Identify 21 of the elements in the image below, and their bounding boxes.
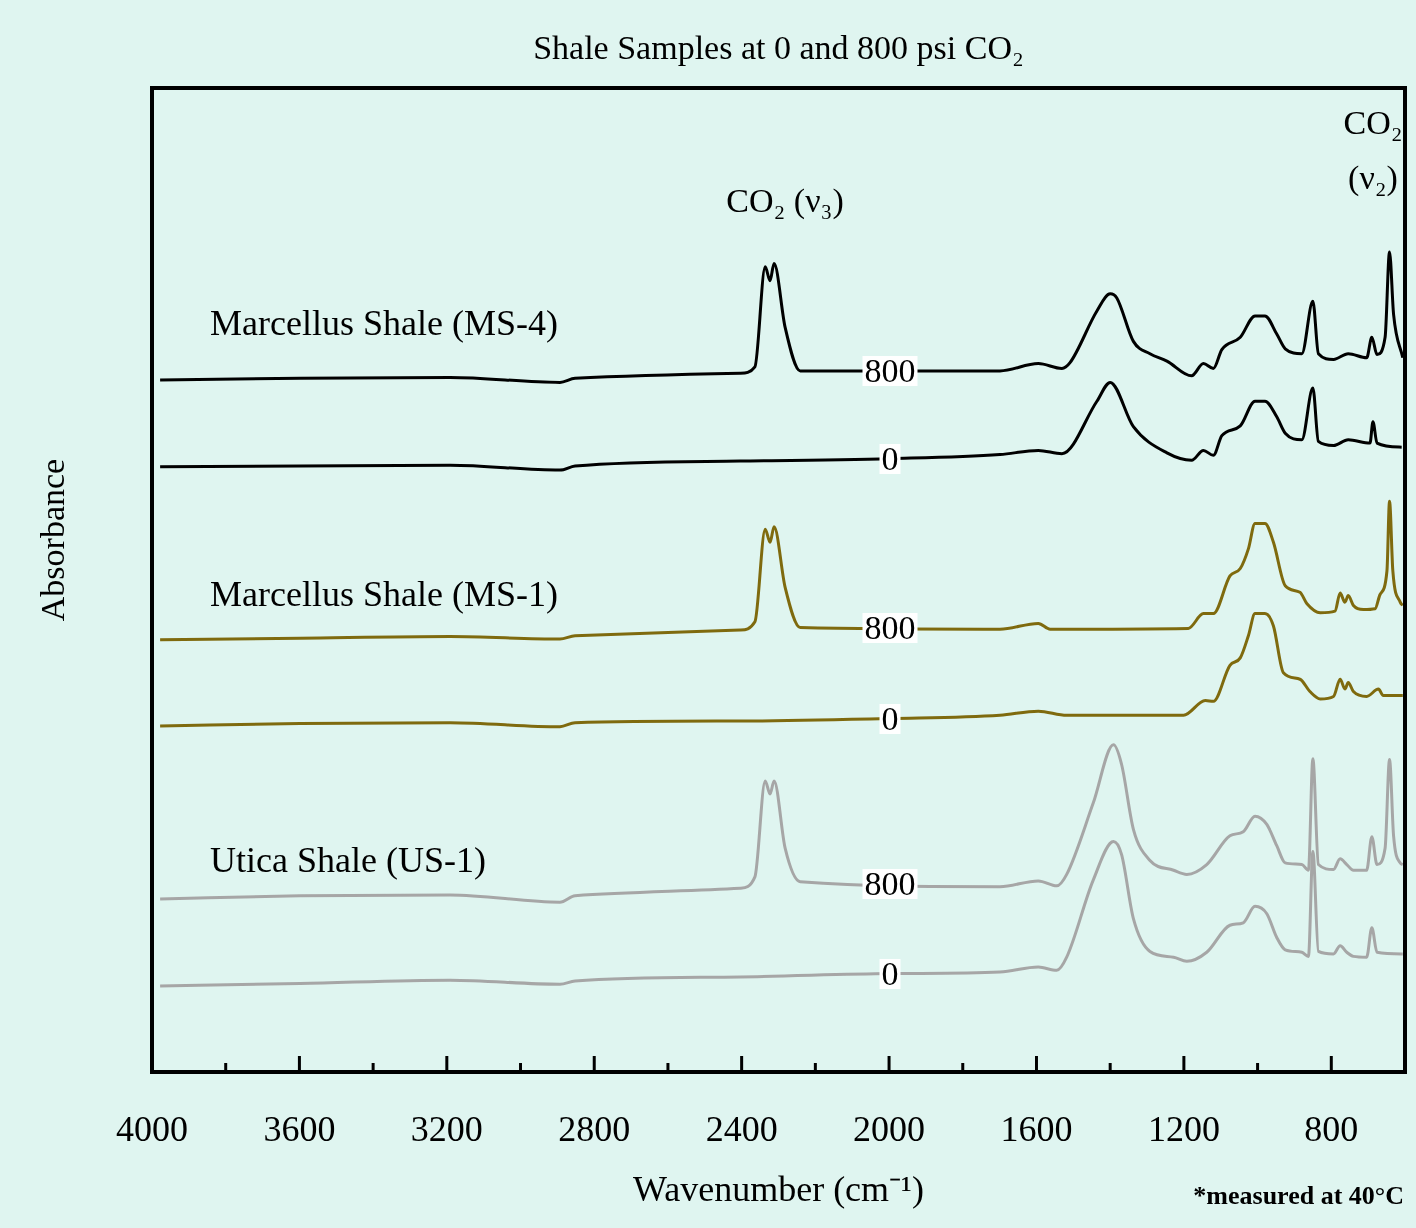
chart-title: Shale Samples at 0 and 800 psi CO₂ — [533, 28, 1024, 66]
series-label: 800 — [863, 351, 917, 389]
text: CO₂ (ν₃) — [726, 181, 844, 220]
x-tick-label: 1600 — [1000, 1109, 1073, 1150]
x-tick-label: 1200 — [1147, 1109, 1220, 1150]
x-tick-label: 4000 — [116, 1109, 188, 1150]
x-tick-label: 3200 — [410, 1109, 483, 1150]
x-tick-label: 3600 — [263, 1109, 336, 1150]
text: CO₂ (ν₂) — [1343, 104, 1403, 198]
x-tick-label: 2000 — [853, 1109, 926, 1150]
series-label: 800 — [863, 864, 917, 902]
annotation: Utica Shale (US-1) — [210, 840, 486, 881]
series-label: 800 — [863, 609, 917, 647]
y-axis-title: Absorbance — [33, 458, 71, 622]
annotation: Marcellus Shale (MS-1) — [210, 574, 558, 615]
x-axis-title: Wavenumber (cm⁻¹) — [633, 1169, 924, 1210]
annotation: Marcellus Shale (MS-4) — [210, 303, 558, 344]
x-tick-label: 800 — [1304, 1109, 1359, 1150]
x-tick-label: 2400 — [705, 1109, 778, 1150]
x-tick-label: 2800 — [558, 1109, 631, 1150]
text: *measured at 40°C — [1193, 1180, 1404, 1210]
